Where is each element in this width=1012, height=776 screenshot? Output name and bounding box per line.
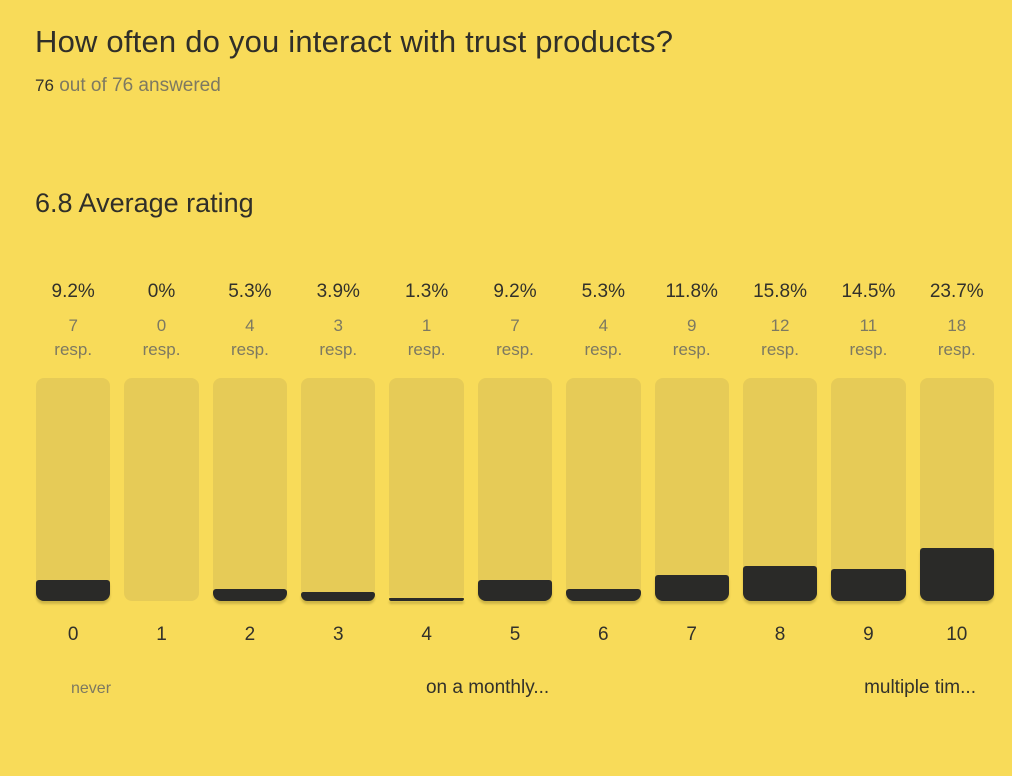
average-rating-label: 6.8 Average rating: [35, 188, 254, 218]
rating-column-3: 3.9% 3 resp. 3: [301, 280, 376, 647]
response-suffix: resp.: [54, 340, 93, 359]
answered-summary: 76 out of 76 answered: [35, 74, 994, 98]
rating-value-label: 4: [421, 624, 432, 645]
response-count: 0: [156, 316, 167, 335]
percentage-label: 9.2%: [51, 281, 95, 302]
percentage-label: 11.8%: [665, 281, 718, 302]
response-count: 12: [770, 316, 790, 335]
rating-value-label: 3: [332, 624, 344, 645]
bar-fill: [654, 575, 729, 601]
rating-column-5: 9.2% 7 resp. 5: [477, 280, 553, 647]
rating-value-label: 1: [156, 624, 167, 645]
percentage-label: 9.2%: [493, 281, 537, 302]
rating-column-6: 5.3% 4 resp. 6: [566, 280, 641, 647]
response-count: 7: [510, 316, 520, 335]
bar-track: [389, 378, 464, 601]
anchor-label-right: multiple tim...: [864, 677, 976, 698]
rating-value-label: 0: [67, 624, 79, 645]
bar-track: [477, 378, 553, 601]
response-count: 18: [947, 316, 967, 335]
bar-fill: [301, 592, 376, 601]
percentage-label: 23.7%: [929, 281, 984, 302]
bar-fill: [36, 580, 111, 601]
rating-value-label: 10: [946, 624, 968, 645]
rating-column-8: 15.8% 12 resp. 8: [742, 280, 818, 647]
response-count: 7: [68, 316, 78, 335]
percentage-label: 1.3%: [404, 281, 449, 302]
response-count: 4: [598, 316, 609, 335]
response-suffix: resp.: [496, 340, 534, 359]
rating-column-2: 5.3% 4 resp. 2: [212, 280, 288, 647]
percentage-label: 3.9%: [316, 281, 360, 302]
anchor-label-middle: on a monthly...: [425, 677, 550, 698]
scale-anchor-labels: never on a monthly... multiple tim...: [71, 675, 976, 701]
percentage-label: 15.8%: [753, 281, 807, 302]
percentage-label: 5.3%: [581, 281, 625, 302]
response-count: 1: [421, 316, 432, 335]
rating-value-label: 5: [509, 624, 521, 645]
response-suffix: resp.: [407, 340, 446, 359]
response-suffix: resp.: [584, 340, 623, 359]
rating-column-10: 23.7% 18 resp. 10: [919, 280, 994, 647]
response-suffix: resp.: [319, 340, 358, 359]
bar-fill: [919, 548, 994, 601]
rating-value-label: 6: [598, 624, 609, 645]
bar-fill: [831, 569, 906, 601]
answered-count: 76: [35, 76, 54, 95]
response-count: 3: [333, 316, 343, 335]
rating-columns: 9.2% 7 resp. 0 0% 0 resp. 1 5.3% 4 resp. 2 3.9% 3 resp…: [36, 280, 994, 647]
bar-fill: [477, 580, 553, 601]
response-count: 9: [686, 316, 697, 335]
bar-track: [742, 378, 818, 601]
response-suffix: resp.: [672, 340, 711, 359]
answered-rest: out of 76 answered: [53, 75, 221, 96]
response-suffix: resp.: [761, 340, 799, 359]
bar-track: [124, 378, 199, 601]
response-count: 4: [245, 316, 255, 335]
rating-column-1: 0% 0 resp. 1: [124, 280, 199, 647]
response-suffix: resp.: [142, 340, 181, 359]
percentage-label: 0%: [147, 281, 176, 302]
bar-track: [831, 378, 906, 601]
anchor-label-never: never: [71, 680, 112, 697]
question-title: How often do you interact with trust pro…: [35, 24, 674, 59]
rating-column-4: 1.3% 1 resp. 4: [389, 280, 464, 647]
bar-track: [654, 378, 729, 601]
bar-track: [919, 378, 994, 601]
rating-value-label: 9: [863, 624, 874, 645]
percentage-label: 5.3%: [228, 281, 272, 302]
rating-column-0: 9.2% 7 resp. 0: [36, 280, 111, 647]
response-count: 11: [859, 316, 878, 335]
rating-value-label: 8: [774, 624, 786, 645]
rating-bar-chart: 9.2% 7 resp. 0 0% 0 resp. 1 5.3% 4 resp. 2 3.9% 3 resp…: [36, 280, 994, 701]
bar-fill: [742, 566, 818, 601]
bar-track: [566, 378, 641, 601]
rating-column-9: 14.5% 11 resp. 9: [831, 280, 906, 647]
bar-track: [36, 378, 111, 601]
percentage-label: 14.5%: [841, 281, 896, 302]
response-suffix: resp.: [231, 340, 269, 359]
bar-fill: [389, 598, 464, 601]
bar-fill: [212, 589, 288, 601]
rating-column-7: 11.8% 9 resp. 7: [654, 280, 729, 647]
response-suffix: resp.: [849, 340, 888, 359]
question-header: How often do you interact with trust pro…: [35, 22, 994, 98]
response-suffix: resp.: [937, 340, 976, 359]
bar-track: [212, 378, 288, 601]
bar-fill: [566, 589, 641, 601]
rating-value-label: 7: [686, 624, 697, 645]
bar-track: [301, 378, 376, 601]
rating-value-label: 2: [244, 624, 256, 645]
